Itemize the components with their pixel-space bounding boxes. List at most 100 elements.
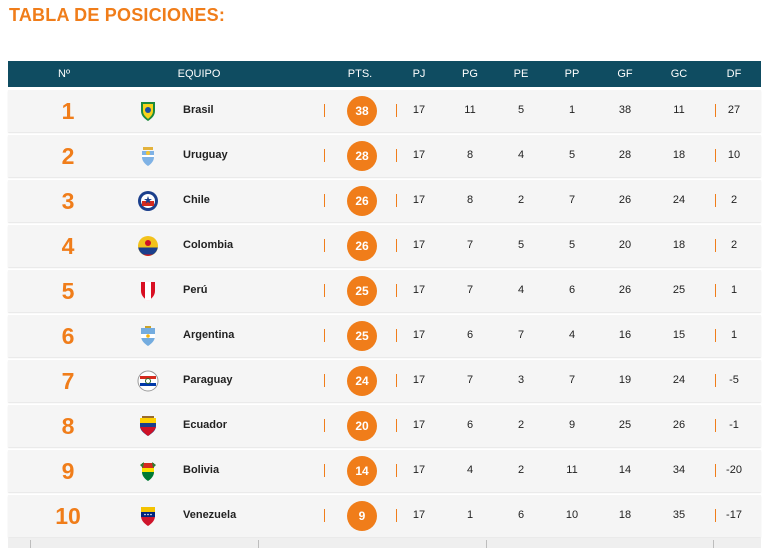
points-badge: 38: [347, 96, 377, 126]
position-number: 4: [61, 233, 75, 259]
table-row: 2 Uruguay 28 17 8 4 5 28 18 10: [8, 135, 761, 177]
points-badge: 9: [347, 501, 377, 531]
column-separator: [396, 194, 397, 207]
ecuador-crest-icon: [136, 414, 160, 438]
stat-pp: 9: [568, 419, 576, 431]
stat-pg: 1: [466, 509, 474, 521]
column-separator: [324, 374, 325, 387]
team-name[interactable]: Uruguay: [183, 149, 228, 161]
stat-pe: 5: [517, 104, 525, 116]
team-name[interactable]: Paraguay: [183, 374, 233, 386]
stat-pg: 8: [466, 194, 474, 206]
column-separator: [324, 509, 325, 522]
table-row: 1 Brasil 38 17 11 5 1 38 11 27: [8, 90, 761, 132]
page-title: TABLA DE POSICIONES:: [9, 5, 226, 25]
points-badge: 25: [347, 321, 377, 351]
stat-pe: 2: [517, 419, 525, 431]
column-separator: [396, 374, 397, 387]
stat-gc: 11: [673, 104, 685, 116]
stat-pe: 4: [517, 149, 525, 161]
table-row: 3 Chile 26 17 8 2 7 26 24 2: [8, 180, 761, 222]
column-separator: [396, 329, 397, 342]
header-num: Nº: [58, 68, 70, 80]
header-team: EQUIPO: [177, 68, 221, 80]
table-row: 9 Bolivia 14 17 4 2 11 14 34 -20: [8, 450, 761, 492]
stat-pg: 6: [466, 419, 474, 431]
stat-pg: 4: [466, 464, 474, 476]
team-name[interactable]: Ecuador: [183, 419, 228, 431]
position-number: 5: [61, 278, 75, 304]
position-number: 6: [61, 323, 75, 349]
standings-table: Nº EQUIPO PTS. PJ PG PE PP GF GC DF 1 Bra…: [8, 61, 761, 537]
stat-pj: 17: [412, 284, 426, 296]
position-number: 1: [61, 98, 75, 124]
position-number: 7: [61, 368, 75, 394]
stat-df: -17: [726, 509, 742, 521]
stat-pp: 4: [568, 329, 576, 341]
stat-gf: 25: [618, 419, 632, 431]
stat-pg: 6: [466, 329, 474, 341]
stat-gf: 38: [618, 104, 632, 116]
stat-pp: 10: [565, 509, 579, 521]
points-badge: 25: [347, 276, 377, 306]
column-separator: [715, 509, 716, 522]
team-name[interactable]: Bolivia: [183, 464, 220, 476]
column-separator: [324, 419, 325, 432]
stat-pj: 17: [412, 374, 426, 386]
stat-pp: 7: [568, 194, 576, 206]
stat-gc: 24: [672, 374, 686, 386]
stat-pj: 17: [412, 194, 426, 206]
column-separator: [324, 284, 325, 297]
stat-pe: 4: [517, 284, 525, 296]
table-row: 8 Ecuador 20 17 6 2 9 25 26 -1: [8, 405, 761, 447]
stat-gc: 18: [672, 149, 686, 161]
table-row: 10 Venezuela 9 17 1 6 10 18 35 -17: [8, 495, 761, 537]
team-name[interactable]: Perú: [183, 284, 208, 296]
column-separator: [324, 104, 325, 117]
stat-gf: 20: [618, 239, 632, 251]
stat-df: 1: [730, 329, 738, 341]
stat-df: -5: [729, 374, 739, 386]
stat-gc: 18: [672, 239, 686, 251]
team-name[interactable]: Colombia: [183, 239, 234, 251]
stat-pg: 8: [466, 149, 474, 161]
stat-pp: 1: [568, 104, 576, 116]
position-number: 9: [61, 458, 75, 484]
stat-df: 2: [730, 239, 738, 251]
table-header: Nº EQUIPO PTS. PJ PG PE PP GF GC DF: [8, 61, 761, 87]
stat-pp: 11: [566, 464, 578, 476]
stat-df: -1: [729, 419, 739, 431]
stat-pe: 2: [517, 464, 525, 476]
stat-gf: 26: [618, 194, 632, 206]
column-separator: [715, 104, 716, 117]
brasil-crest-icon: [136, 99, 160, 123]
argentina-crest-icon: [136, 324, 160, 348]
table-row: 5 Perú 25 17 7 4 6 26 25 1: [8, 270, 761, 312]
position-number: 2: [61, 143, 75, 169]
column-separator: [396, 149, 397, 162]
stat-gf: 28: [618, 149, 632, 161]
stat-gf: 26: [618, 284, 632, 296]
stat-gf: 14: [618, 464, 632, 476]
stat-pe: 6: [517, 509, 525, 521]
column-separator: [396, 284, 397, 297]
column-separator: [715, 419, 716, 432]
team-name[interactable]: Venezuela: [183, 509, 237, 521]
stat-gf: 16: [618, 329, 632, 341]
chile-crest-icon: [136, 189, 160, 213]
position-number: 10: [55, 503, 81, 529]
team-name[interactable]: Brasil: [183, 104, 214, 116]
stat-pg: 7: [466, 239, 474, 251]
header-pts: PTS.: [347, 68, 373, 80]
stat-pj: 17: [412, 464, 426, 476]
team-name[interactable]: Chile: [183, 194, 210, 206]
venezuela-crest-icon: [136, 504, 160, 528]
stat-pg: 7: [466, 284, 474, 296]
points-badge: 28: [347, 141, 377, 171]
team-name[interactable]: Argentina: [183, 329, 235, 341]
table-footer: [8, 538, 761, 548]
stat-pe: 2: [517, 194, 525, 206]
stat-pe: 7: [517, 329, 525, 341]
stat-df: 27: [727, 104, 741, 116]
position-number: 8: [61, 413, 75, 439]
